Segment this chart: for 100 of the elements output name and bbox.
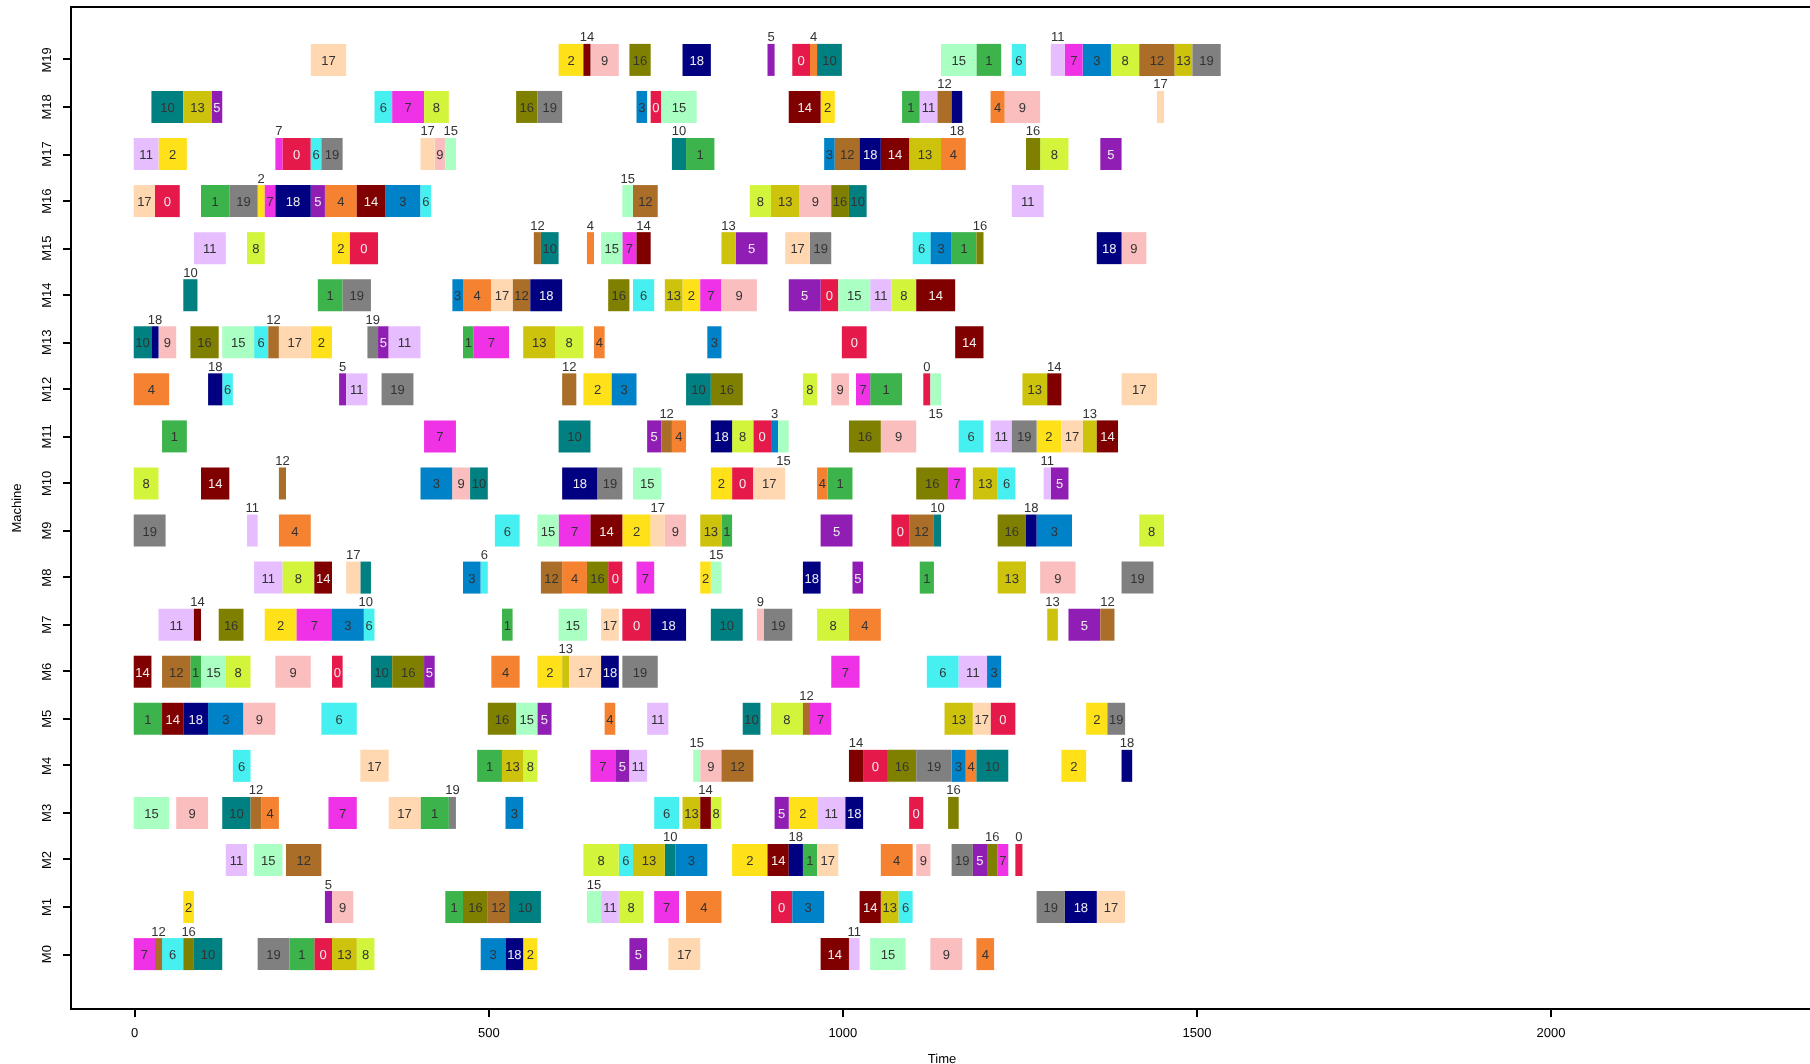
bar [870,373,903,406]
bar [622,185,633,218]
bar [583,843,619,876]
bar [420,796,449,829]
bar [632,185,658,218]
bar [183,279,198,312]
bar [636,561,655,594]
bar [154,185,180,218]
bar [328,796,357,829]
bar [586,891,602,924]
bar [1004,90,1041,123]
bar [208,373,223,406]
bar [558,608,587,641]
bar [721,749,754,782]
bar [771,702,803,735]
bar [887,749,917,782]
bar [1043,467,1051,500]
bar [445,891,464,924]
bar [916,467,949,500]
bar [870,279,892,312]
bar [225,843,248,876]
bar [958,655,988,688]
bar [590,749,616,782]
bar [310,43,347,76]
bar [668,938,701,971]
bar [622,608,651,641]
bar [385,185,421,218]
bar [346,373,368,406]
bar [275,655,311,688]
bar [1121,232,1147,265]
bar [229,185,258,218]
bar [916,279,956,312]
bar [1064,891,1097,924]
bar [264,608,297,641]
bar [183,891,194,924]
bar [930,232,952,265]
bar [501,608,513,641]
bar [1022,373,1048,406]
bar [232,749,251,782]
bar [162,655,191,688]
bar [756,608,764,641]
bar [183,90,212,123]
bar [778,420,789,453]
bar [201,655,226,688]
bar [310,326,333,359]
bar [254,561,283,594]
bar [817,467,828,500]
bar [838,279,871,312]
bar [314,561,333,594]
bar [562,655,570,688]
bar [1096,232,1122,265]
bar [1121,373,1157,406]
bar [183,702,209,735]
bar [664,514,687,547]
bar [948,796,959,829]
bar [951,232,977,265]
bar [664,843,676,876]
bar [590,43,619,76]
bar [671,138,687,171]
bar [289,938,315,971]
bar [611,373,637,406]
bar [1036,891,1065,924]
bar [278,514,311,547]
bar [254,843,283,876]
bar [332,608,364,641]
bar [586,232,595,265]
bar [583,43,591,76]
bar [916,749,952,782]
bar [601,891,619,924]
bar [647,702,669,735]
bar [494,514,520,547]
bar [324,891,333,924]
bar [314,938,333,971]
bar [891,279,917,312]
bar [201,467,230,500]
bar [243,702,276,735]
bar [133,796,170,829]
bar [257,185,265,218]
bar [201,185,230,218]
bar [324,185,357,218]
bar [360,749,389,782]
bar [590,514,623,547]
bar [190,655,201,688]
bar [820,514,853,547]
bar [1110,43,1140,76]
bar [491,655,520,688]
bar [463,891,488,924]
bar [222,326,255,359]
bar [601,608,619,641]
bar [222,796,251,829]
bar [682,43,711,76]
bar [1025,514,1037,547]
bar [632,843,665,876]
bar [392,655,425,688]
bar [972,467,998,500]
bar [133,138,159,171]
bar [841,326,867,359]
bar [661,420,672,453]
bar [933,514,941,547]
bar [562,373,577,406]
